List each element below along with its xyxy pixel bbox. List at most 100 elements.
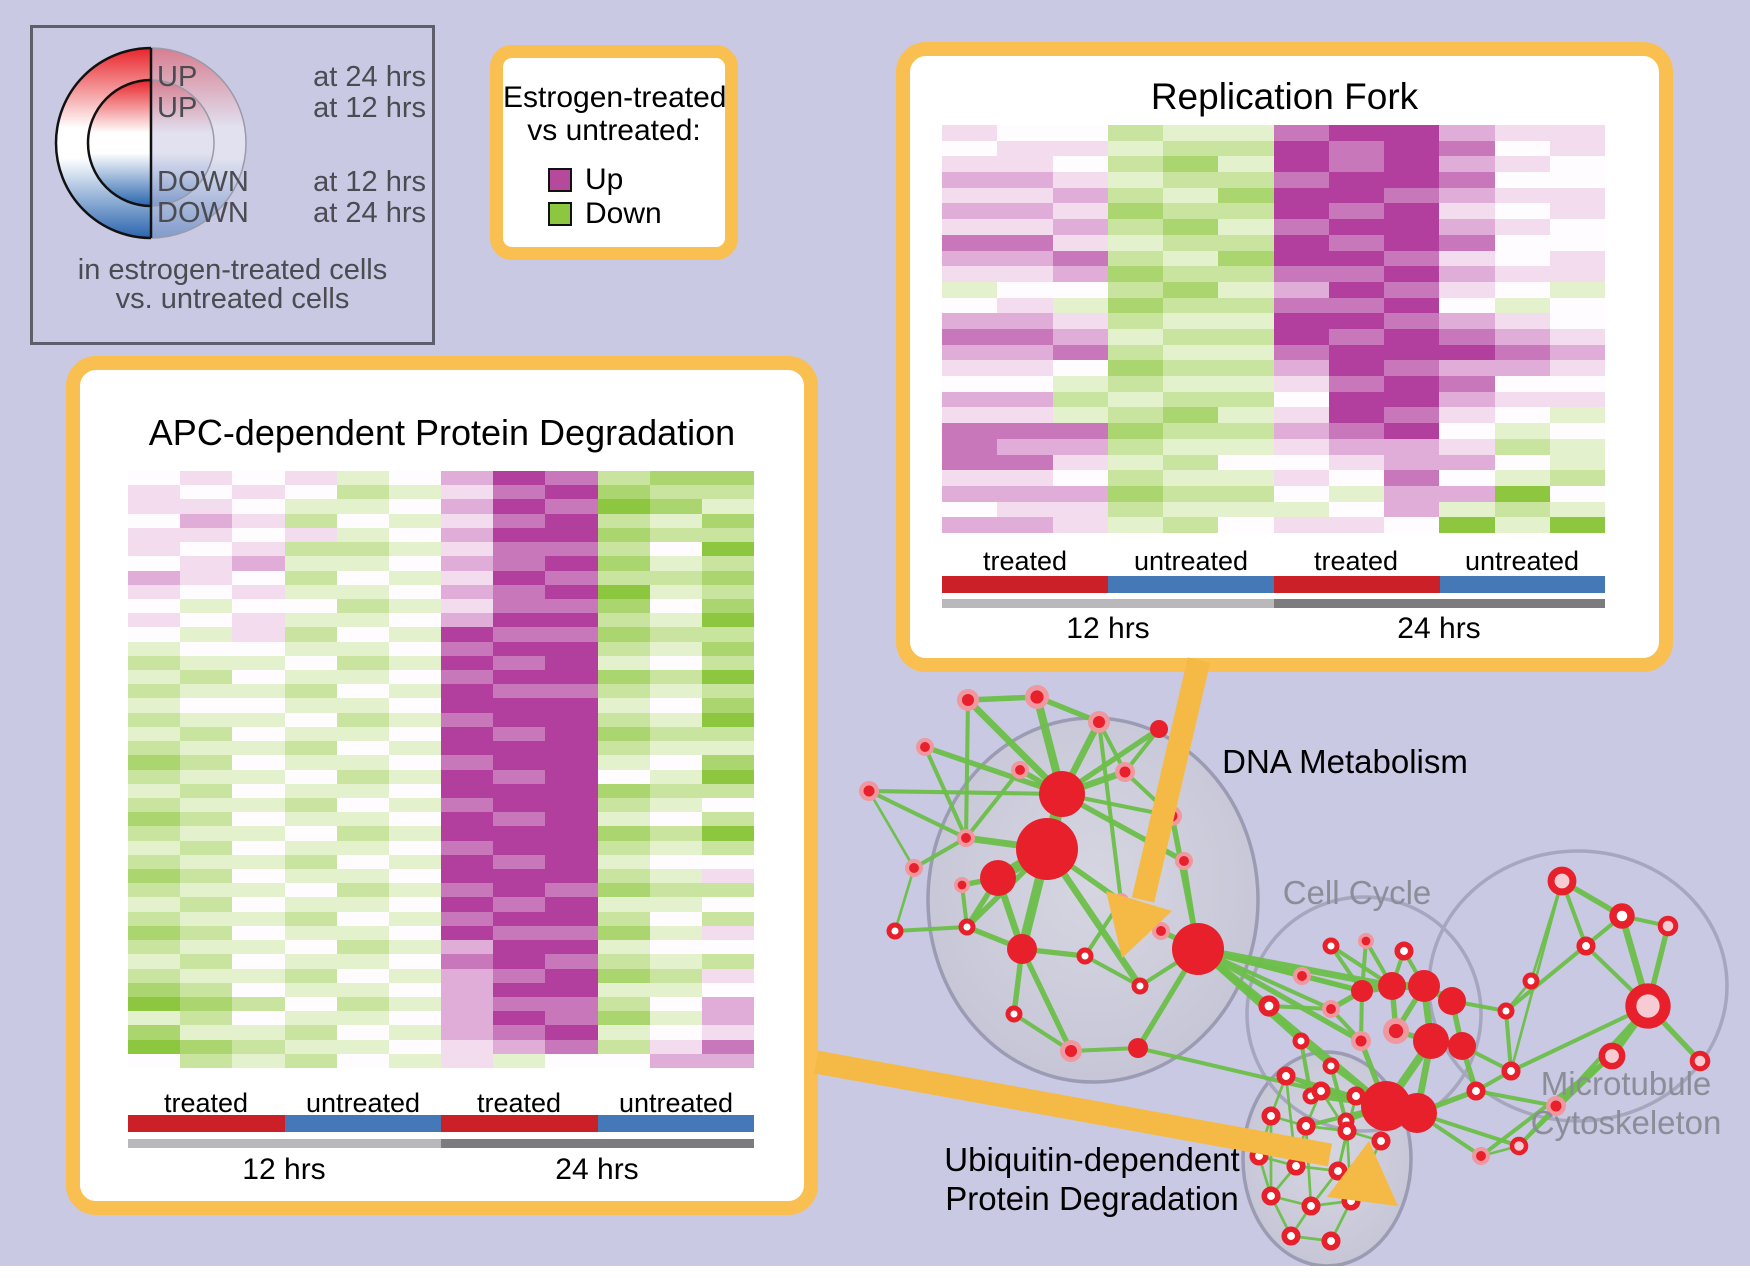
- network-edge: [866, 788, 969, 841]
- heatmap-cell: [441, 584, 494, 599]
- heatmap-cell: [1328, 501, 1384, 518]
- heatmap-cell: [1107, 281, 1163, 298]
- heatmap-cell: [1549, 485, 1605, 502]
- heatmap-cell: [1218, 125, 1274, 141]
- heatmap-cell: [701, 1025, 754, 1040]
- network-node-halo-core: [1092, 715, 1106, 729]
- heatmap-cell: [493, 485, 546, 500]
- heatmap-cell: [388, 769, 441, 784]
- heatmap-cell: [1549, 501, 1605, 518]
- network-edge: [1019, 946, 1088, 959]
- network-node-ring-white: [1321, 1231, 1341, 1251]
- heatmap-cell: [180, 911, 233, 926]
- heatmap-cell: [441, 542, 494, 557]
- heatmap-cell: [597, 556, 650, 571]
- heatmap-cell: [1052, 219, 1108, 235]
- replication-fork-panel: Replication Fork treated untreated treat…: [896, 42, 1673, 672]
- heatmap-cell: [1439, 360, 1495, 377]
- network-edge: [1266, 1003, 1334, 1012]
- heatmap-cell: [1384, 360, 1440, 377]
- heatmap-cell: [649, 1039, 702, 1054]
- heatmap-cell: [388, 968, 441, 983]
- heatmap-cell: [284, 527, 337, 543]
- heatmap-cell: [1384, 313, 1440, 329]
- heatmap-cell: [1052, 266, 1108, 282]
- heatmap-cell: [1439, 187, 1495, 204]
- heatmap-cell: [1107, 407, 1163, 424]
- heatmap-cell: [128, 982, 181, 997]
- heatmap-cell: [441, 698, 494, 713]
- heatmap-cell: [284, 542, 337, 557]
- heatmap-cell: [1107, 423, 1163, 439]
- heatmap-cell: [284, 584, 337, 599]
- network-edge: [1353, 1093, 1389, 1109]
- heatmap-cell: [1107, 501, 1163, 518]
- heatmap-cell: [284, 684, 337, 699]
- heatmap-cell: [128, 826, 181, 841]
- network-node-ring-white: [1337, 1112, 1355, 1130]
- heatmap-cell: [284, 485, 337, 500]
- network-edge: [1298, 1038, 1334, 1069]
- network-edge: [1034, 694, 1102, 725]
- heatmap-cell: [493, 641, 546, 656]
- dna-metabolism-label: DNA Metabolism: [1222, 743, 1468, 780]
- heatmap-cell: [232, 698, 285, 713]
- network-edge: [1082, 898, 1124, 959]
- heatmap-cell: [336, 471, 389, 486]
- network-node-halo: [1293, 967, 1311, 985]
- heatmap-cell: [597, 925, 650, 941]
- heatmap-cell: [180, 840, 233, 855]
- heatmap-cell: [232, 556, 285, 571]
- heatmap-cell: [1328, 407, 1384, 424]
- heatmap-cell: [701, 968, 754, 983]
- heatmap-cell: [1107, 485, 1163, 502]
- heatmap-cell: [545, 911, 598, 926]
- network-edge: [1303, 1103, 1389, 1129]
- heatmap-cell: [545, 925, 598, 941]
- heatmap-cell: [441, 769, 494, 784]
- network-node-halo-core: [1179, 856, 1189, 866]
- heatmap-cell: [997, 470, 1053, 486]
- heatmap-cell: [1494, 454, 1550, 471]
- network-edge: [1194, 945, 1273, 1010]
- heatmap-cell: [545, 712, 598, 727]
- estrogen-legend-box: Estrogen-treated vs untreated: Up Down: [490, 45, 738, 260]
- heatmap-cell: [649, 854, 702, 869]
- heatmap-cell: [597, 840, 650, 855]
- heatmap-cell: [493, 513, 546, 528]
- heatmap-cell: [597, 584, 650, 599]
- network-edge: [1032, 692, 1067, 799]
- heatmap-cell: [597, 755, 650, 770]
- heatmap-cell: [128, 783, 181, 798]
- network-edge: [892, 924, 970, 934]
- heatmap-cell: [232, 1053, 285, 1068]
- heatmap-cell: [1328, 234, 1384, 251]
- heatmap-cell: [388, 883, 441, 898]
- heatmap-cell: [493, 726, 546, 742]
- heatmap-cell: [128, 996, 181, 1012]
- heatmap-cell: [701, 954, 754, 969]
- network-node-halo-core: [1326, 1004, 1336, 1014]
- heatmap-cell: [1273, 234, 1329, 251]
- heatmap-cell: [942, 313, 998, 329]
- heatmap-cell: [1439, 438, 1495, 455]
- heatmap-cell: [180, 954, 233, 969]
- heatmap-cell: [1549, 266, 1605, 282]
- heatmap-cell: [1549, 360, 1605, 377]
- heatmap-cell: [388, 670, 441, 685]
- heatmap-cell: [388, 556, 441, 571]
- network-node-halo: [859, 781, 879, 801]
- heatmap-cell: [1052, 376, 1108, 392]
- heatmap-cell: [942, 470, 998, 486]
- heatmap-cell: [232, 726, 285, 742]
- heatmap-cell: [232, 783, 285, 798]
- heatmap-cell: [180, 1039, 233, 1054]
- heatmap-cell: [493, 797, 546, 813]
- heatmap-cell: [1384, 517, 1440, 533]
- heatmap-cell: [1494, 328, 1550, 345]
- heatmap-cell: [128, 726, 181, 742]
- heatmap-cell: [545, 755, 598, 770]
- heatmap-cell: [701, 1011, 754, 1026]
- heatmap-cell: [284, 996, 337, 1012]
- heatmap-cell: [649, 527, 702, 543]
